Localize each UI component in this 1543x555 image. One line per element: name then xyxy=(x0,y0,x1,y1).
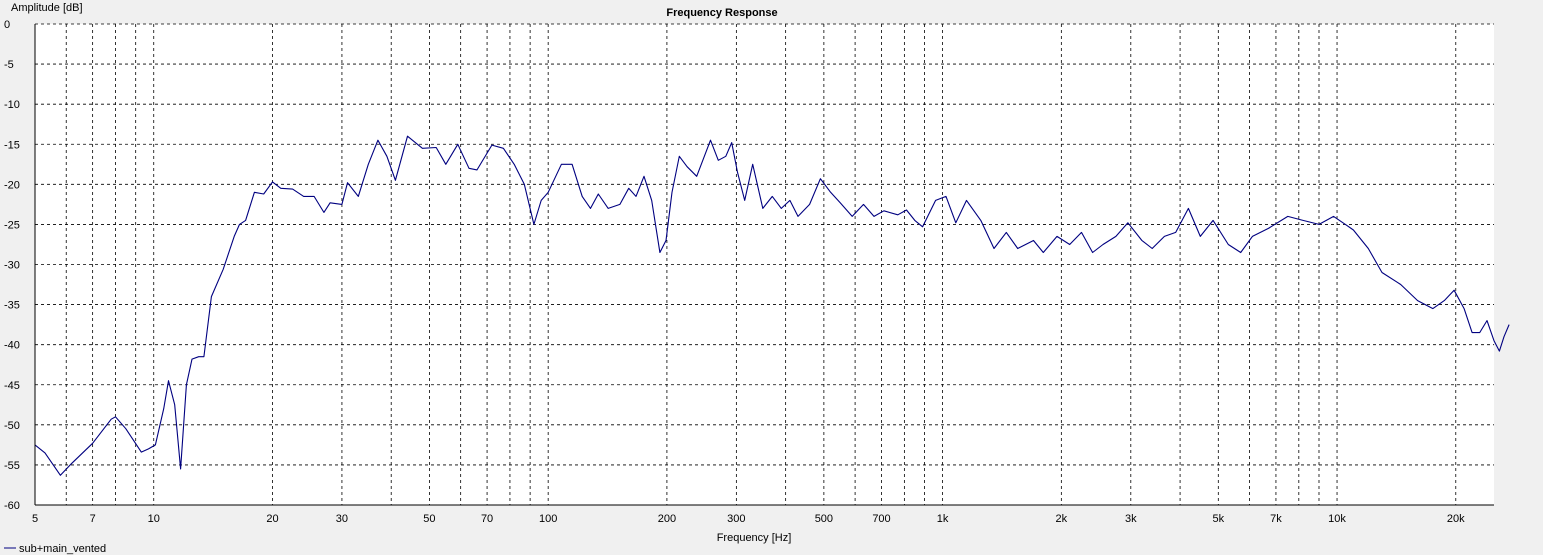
legend-label: sub+main_vented xyxy=(19,543,106,555)
x-tick-label: 3k xyxy=(1125,513,1137,525)
plot-area xyxy=(35,24,1494,505)
x-tick-label: 5k xyxy=(1212,513,1224,525)
x-tick-label: 50 xyxy=(423,513,435,525)
chart-title: Frequency Response xyxy=(666,7,777,19)
x-tick-label: 300 xyxy=(727,513,745,525)
y-tick-label: -5 xyxy=(4,59,14,71)
legend: sub+main_vented xyxy=(4,543,106,555)
x-tick-label: 10 xyxy=(148,513,160,525)
x-tick-label: 2k xyxy=(1056,513,1068,525)
y-tick-label: 0 xyxy=(4,19,10,31)
x-tick-label: 7 xyxy=(90,513,96,525)
x-axis-title: Frequency [Hz] xyxy=(717,532,792,544)
y-tick-label: -25 xyxy=(4,219,20,231)
y-tick-label: -30 xyxy=(4,260,20,272)
x-tick-label: 500 xyxy=(815,513,833,525)
x-tick-label: 20 xyxy=(266,513,278,525)
y-tick-label: -45 xyxy=(4,380,20,392)
y-tick-label: -15 xyxy=(4,139,20,151)
x-tick-label: 700 xyxy=(872,513,890,525)
x-tick-label: 70 xyxy=(481,513,493,525)
y-tick-label: -40 xyxy=(4,340,20,352)
x-tick-label: 10k xyxy=(1328,513,1346,525)
y-tick-label: -60 xyxy=(4,500,20,512)
y-tick-label: -10 xyxy=(4,99,20,111)
y-tick-label: -20 xyxy=(4,179,20,191)
y-tick-label: -50 xyxy=(4,420,20,432)
x-tick-label: 7k xyxy=(1270,513,1282,525)
y-tick-label: -35 xyxy=(4,300,20,312)
x-tick-label: 1k xyxy=(937,513,949,525)
y-axis-title: Amplitude [dB] xyxy=(11,2,83,14)
y-tick-label: -55 xyxy=(4,460,20,472)
x-tick-label: 5 xyxy=(32,513,38,525)
series-line-sub+main_vented xyxy=(34,135,1510,476)
x-tick-label: 200 xyxy=(658,513,676,525)
x-tick-label: 20k xyxy=(1447,513,1465,525)
x-tick-label: 30 xyxy=(336,513,348,525)
x-tick-label: 100 xyxy=(539,513,557,525)
